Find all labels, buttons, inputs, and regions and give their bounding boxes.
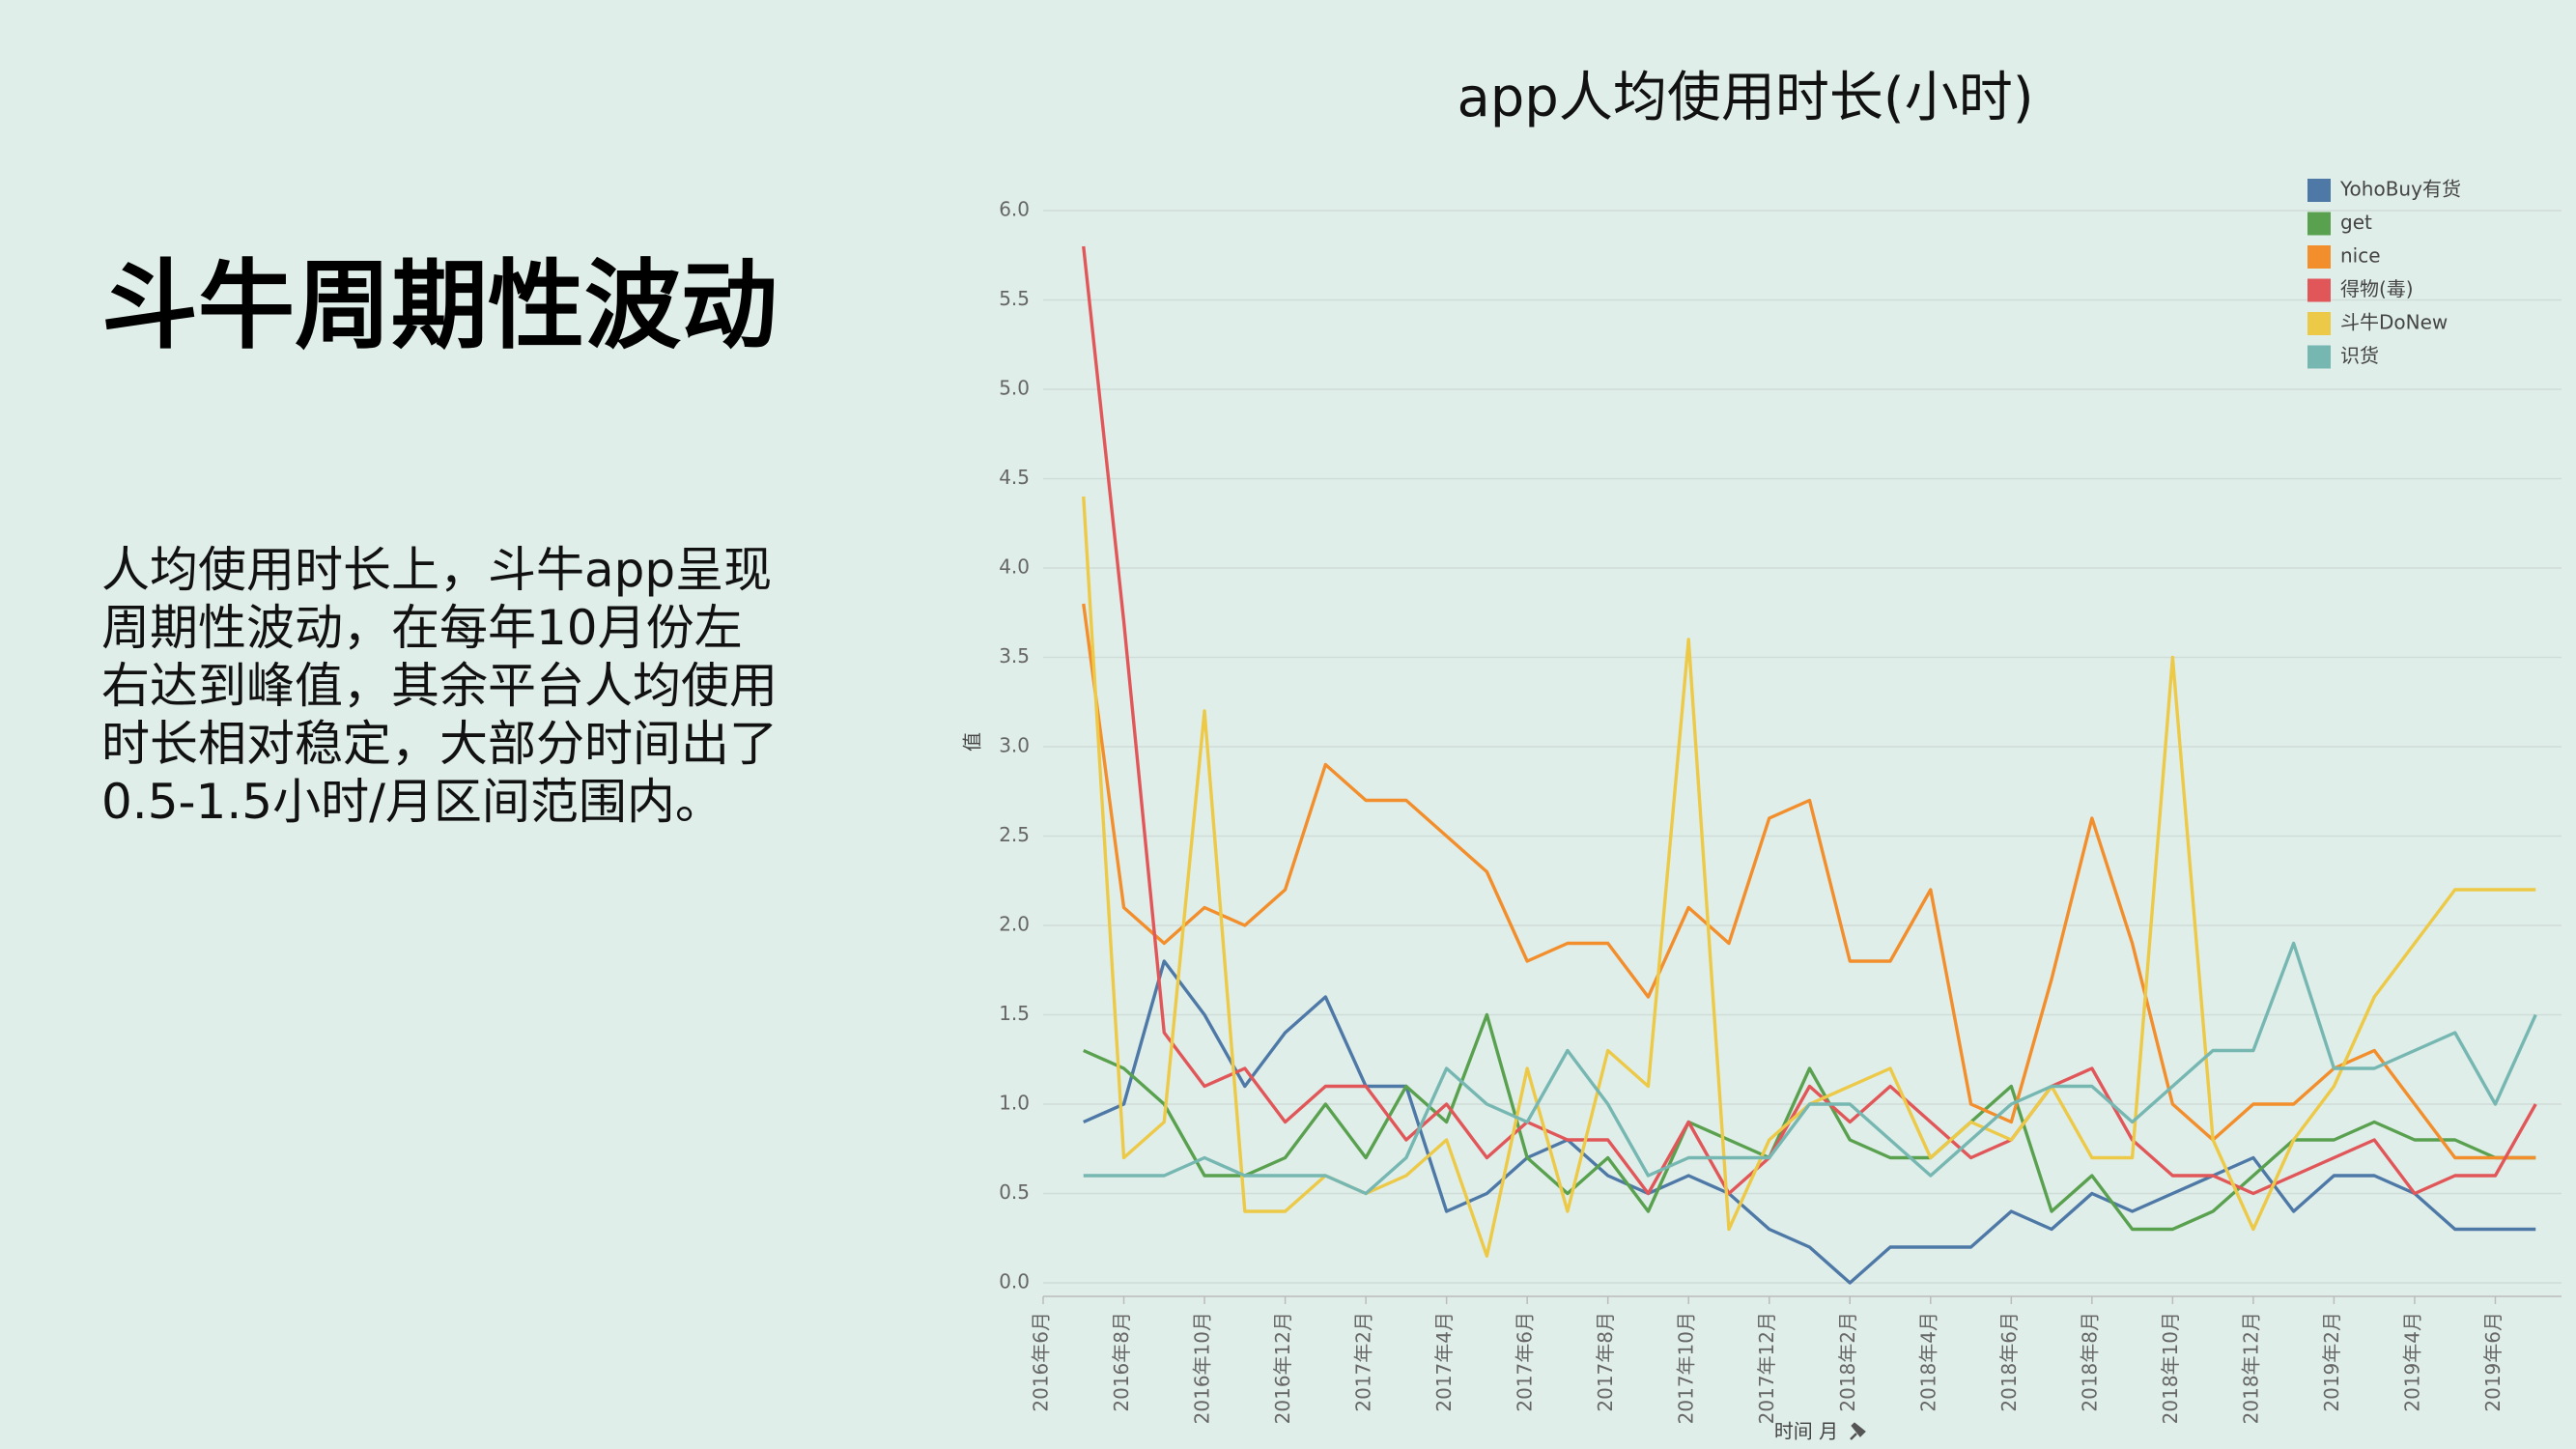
series-line — [1082, 496, 2536, 1258]
paragraph-line: 时长相对稳定，大部分时间出了 — [101, 716, 778, 772]
x-tick-label: 2018年12月 — [2239, 1312, 2262, 1424]
y-tick-label: 0.0 — [999, 1270, 1030, 1293]
x-tick-label: 2019年2月 — [2320, 1312, 2343, 1412]
legend-label: nice — [2340, 244, 2381, 268]
chart-title: app人均使用时长(小时) — [1457, 67, 2033, 129]
paragraph-line: 人均使用时长上，斗牛app呈现 — [101, 542, 773, 598]
slide-heading: 斗牛周期性波动 — [101, 249, 778, 362]
y-tick-label: 0.5 — [999, 1180, 1030, 1204]
legend-label: 得物(毒) — [2340, 277, 2414, 300]
x-tick-label: 2017年4月 — [1432, 1312, 1456, 1412]
y-tick-label: 6.0 — [999, 198, 1030, 221]
slide-paragraph: 人均使用时长上，斗牛app呈现 周期性波动，在每年10月份左 右达到峰值，其余平… — [101, 541, 778, 831]
x-tick-label: 2018年2月 — [1836, 1312, 1859, 1412]
x-tick-label: 2017年10月 — [1675, 1312, 1698, 1424]
legend-label: get — [2340, 211, 2372, 234]
legend-swatch — [2307, 245, 2331, 269]
legend-label: YohoBuy有货 — [2339, 178, 2461, 201]
y-tick-label: 3.0 — [999, 734, 1030, 757]
x-tick-label: 2016年12月 — [1271, 1312, 1294, 1424]
y-tick-label: 4.5 — [999, 466, 1030, 489]
series-line — [1082, 603, 2536, 1160]
y-tick-label: 5.0 — [999, 377, 1030, 400]
x-axis-label: 时间 月 — [1774, 1420, 1838, 1443]
legend-swatch — [2307, 212, 2331, 236]
x-tick-label: 2018年6月 — [1997, 1312, 2021, 1412]
y-tick-label: 1.5 — [999, 1002, 1030, 1025]
y-axis-label: 值 — [961, 732, 984, 752]
legend-swatch — [2307, 312, 2331, 335]
legend-swatch — [2307, 345, 2331, 369]
y-tick-label: 3.5 — [999, 644, 1030, 668]
x-tick-label: 2019年6月 — [2481, 1312, 2505, 1412]
x-tick-label: 2019年4月 — [2400, 1312, 2423, 1412]
pin-icon — [1850, 1422, 1866, 1440]
series-line — [1083, 941, 2537, 1196]
y-tick-label: 5.5 — [999, 287, 1030, 310]
legend-swatch — [2307, 278, 2331, 302]
x-tick-label: 2016年6月 — [1030, 1312, 1053, 1412]
x-tick-label: 2018年8月 — [2078, 1312, 2101, 1412]
y-tick-label: 2.0 — [999, 913, 1030, 936]
y-tick-label: 2.5 — [999, 823, 1030, 846]
paragraph-line: 0.5-1.5小时/月区间范围内。 — [101, 774, 723, 830]
x-tick-label: 2017年8月 — [1594, 1312, 1617, 1412]
paragraph-line: 周期性波动，在每年10月份左 — [101, 600, 743, 656]
x-tick-label: 2018年10月 — [2159, 1312, 2182, 1424]
x-tick-label: 2018年4月 — [1916, 1312, 1939, 1412]
x-tick-label: 2017年6月 — [1514, 1312, 1537, 1412]
x-tick-label: 2016年8月 — [1110, 1312, 1133, 1412]
series-line — [1083, 959, 2536, 1285]
y-tick-label: 1.0 — [999, 1092, 1030, 1115]
x-tick-label: 2017年2月 — [1352, 1312, 1375, 1412]
x-tick-label: 2016年10月 — [1191, 1312, 1214, 1424]
legend-label: 斗牛DoNew — [2340, 311, 2448, 334]
y-tick-label: 4.0 — [999, 555, 1030, 579]
x-tick-label: 2017年12月 — [1755, 1312, 1778, 1424]
paragraph-line: 右达到峰值，其余平台人均使用 — [101, 658, 778, 714]
legend-label: 识货 — [2340, 344, 2379, 367]
series-line — [1082, 245, 2537, 1196]
legend-swatch — [2307, 179, 2331, 202]
